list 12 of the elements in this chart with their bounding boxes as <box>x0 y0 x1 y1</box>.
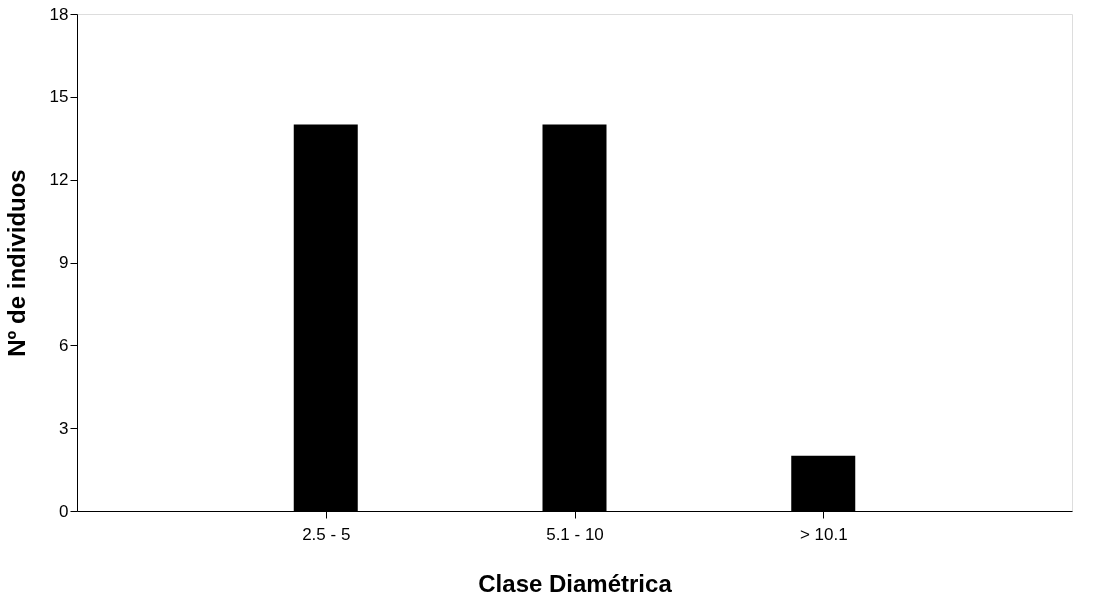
y-tick-label: 15 <box>49 87 69 107</box>
y-tick-label: 18 <box>49 4 69 24</box>
x-tick-label: 2.5 - 5 <box>302 524 351 544</box>
y-tick-label: 6 <box>59 335 69 355</box>
y-tick-label: 0 <box>59 501 69 521</box>
y-axis-title: Nº de individuos <box>2 169 30 357</box>
y-tick-label: 9 <box>59 253 69 272</box>
x-tick-label: 5.1 - 10 <box>546 524 604 544</box>
y-tick-label: 3 <box>59 418 69 438</box>
x-axis-title: Clase Diamétrica <box>478 569 673 597</box>
x-tick-label: > 10.1 <box>799 524 848 544</box>
y-tick-label: 12 <box>49 170 69 190</box>
